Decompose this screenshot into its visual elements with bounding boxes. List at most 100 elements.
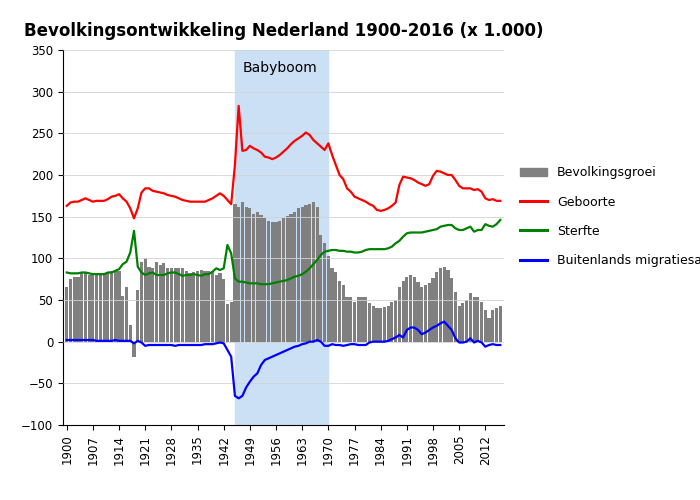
Bar [413,276,416,342]
Bar [129,325,132,342]
Bar [185,271,188,342]
Geboorte [182,198,190,204]
Bar [278,221,281,342]
Buitenlands migratiesaldo [440,318,449,324]
Bar [80,274,83,342]
Bar [454,292,457,342]
Sterfte [145,270,153,276]
Legend: Bevolkingsgroei, Geboorte, Sterfte, Buitenlands migratiesaldo: Bevolkingsgroei, Geboorte, Sterfte, Buit… [514,161,700,272]
Bar [316,208,318,342]
Bar [402,281,405,342]
Bar [286,216,289,342]
Bar [364,298,368,342]
Geboorte [148,188,157,194]
Bar [271,222,274,342]
Bar [372,306,375,342]
Buitenlands migratiesaldo [163,342,172,348]
Geboorte [167,193,176,199]
Bar [398,286,401,342]
Bar [495,308,498,342]
Bar [84,274,87,342]
Bar [420,286,424,342]
Sterfte [62,270,71,276]
Bar [327,256,330,342]
Bar [379,308,382,342]
Bar [65,288,69,342]
Bar [308,204,312,342]
Geboorte [496,198,505,204]
Geboorte [130,216,138,222]
Bar [458,306,461,342]
Bar [375,308,379,342]
Bar [431,278,435,342]
Bar [215,275,218,342]
Bar [244,206,248,342]
Bar [95,274,98,342]
Bar [465,300,468,342]
Bar [409,275,412,342]
Bar [345,298,349,342]
Bar [162,264,165,342]
Bar [256,212,259,342]
Bar [342,285,345,342]
Bar [293,212,296,342]
Bar [383,308,386,342]
Line: Buitenlands migratiesaldo: Buitenlands migratiesaldo [66,322,500,398]
Sterfte [260,281,269,287]
Bar [484,310,487,342]
Bar [267,221,270,342]
Bar [360,298,363,342]
Bar [473,298,476,342]
Bar [218,274,222,342]
Bar [450,278,454,342]
Bar [144,258,147,342]
Bar [204,271,206,342]
Buitenlands migratiesaldo [152,342,160,348]
Bar [357,298,360,342]
Bar [230,302,233,342]
Bar [480,302,483,342]
Line: Sterfte: Sterfte [66,220,500,284]
Bar [102,274,106,342]
Bar [235,50,328,425]
Bar [110,271,113,342]
Buitenlands migratiesaldo [234,396,243,402]
Bar [69,279,72,342]
Bar [91,275,94,342]
Bar [274,222,278,342]
Bar [338,281,341,342]
Bar [442,266,446,342]
Buitenlands migratiesaldo [260,357,269,363]
Buitenlands migratiesaldo [474,338,482,344]
Bar [312,202,315,342]
Geboorte [234,103,243,109]
Line: Geboorte: Geboorte [66,106,500,218]
Bar [252,214,256,342]
Bar [428,284,430,342]
Bar [159,265,162,342]
Sterfte [178,273,187,279]
Title: Bevolkingsontwikkeling Nederland 1900-2016 (x 1.000): Bevolkingsontwikkeling Nederland 1900-20… [24,22,543,40]
Bar [323,244,326,342]
Bar [394,300,397,342]
Bar [469,294,472,342]
Bar [226,304,229,342]
Bar [241,202,244,342]
Geboorte [156,190,164,196]
Bar [386,306,390,342]
Bar [300,208,304,342]
Geboorte [265,154,273,160]
Bar [132,342,136,356]
Buitenlands migratiesaldo [62,337,71,343]
Bar [170,268,173,342]
Bar [237,206,240,342]
Bar [113,271,117,342]
Buitenlands migratiesaldo [178,342,187,348]
Bar [391,302,393,342]
Bar [211,272,214,342]
Bar [349,298,352,342]
Bar [330,268,334,342]
Bar [88,275,91,342]
Bar [424,285,427,342]
Bar [297,208,300,342]
